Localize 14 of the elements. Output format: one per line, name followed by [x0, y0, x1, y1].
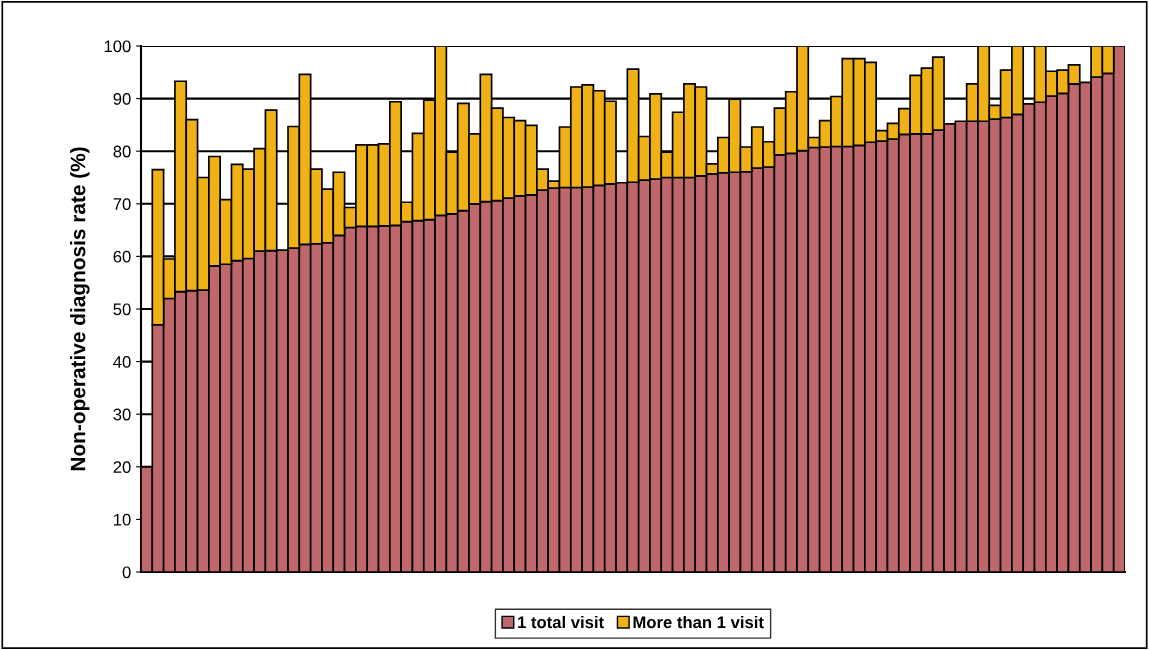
y-tick-label: 0 — [122, 566, 131, 579]
y-tick-label: 10 — [114, 513, 131, 526]
y-tick-label: 50 — [113, 303, 131, 316]
y-tick-label: 30 — [113, 408, 131, 421]
y-tick-label: 20 — [113, 461, 131, 473]
y-tick-label: 80 — [113, 145, 131, 158]
y-tick-label: 60 — [113, 250, 131, 263]
y-tick-label: 40 — [113, 356, 131, 368]
y-tick-label: 100 — [104, 40, 131, 53]
y-tick-label: 70 — [113, 198, 131, 210]
y-axis-title: Non-operative diagnosis rate (%) — [70, 147, 90, 471]
y-tick-label: 90 — [113, 93, 131, 105]
legend-label: 1 total visit — [518, 615, 604, 629]
legend-label: More than 1 visit — [633, 615, 764, 629]
